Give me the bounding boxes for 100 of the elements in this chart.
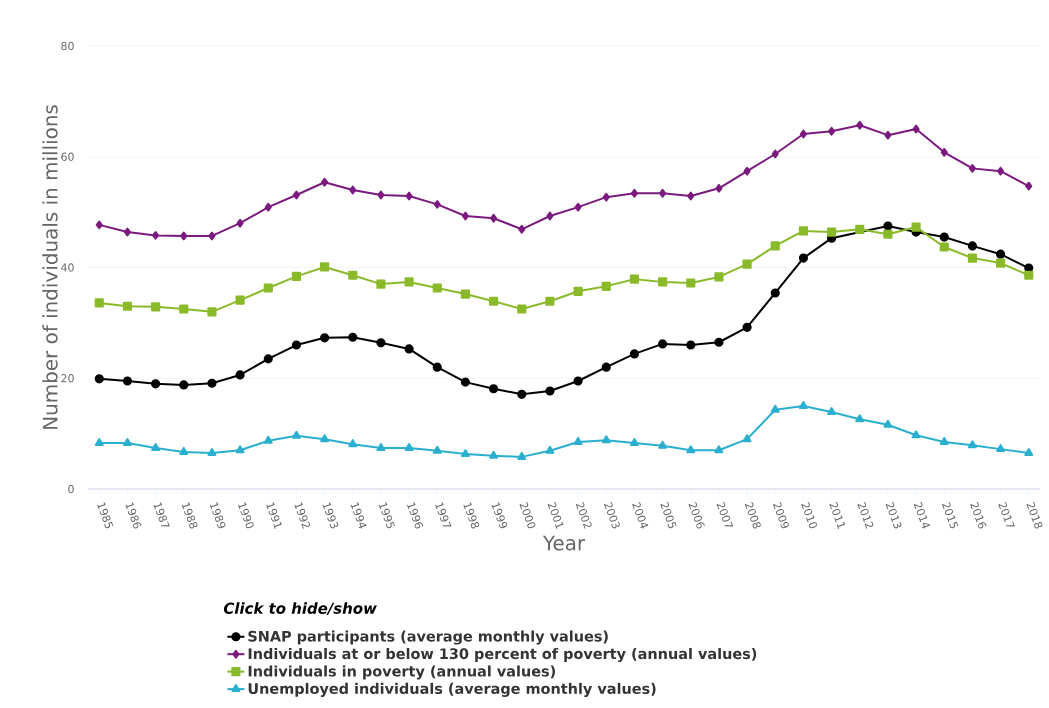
y-tick-label: 80 — [61, 41, 74, 51]
point — [94, 438, 104, 447]
point — [152, 231, 160, 240]
point — [433, 199, 441, 209]
point — [855, 224, 865, 234]
point — [348, 332, 358, 342]
x-tick-label: 1986 — [125, 502, 142, 529]
point — [404, 344, 414, 354]
point — [911, 430, 921, 439]
point — [629, 274, 640, 284]
x-tick-label: 1990 — [238, 502, 254, 529]
point — [348, 270, 358, 280]
point — [235, 445, 245, 454]
point — [291, 430, 301, 439]
point — [489, 384, 499, 394]
x-tick-label: 2009 — [772, 501, 789, 529]
point — [545, 445, 555, 454]
point — [686, 445, 696, 454]
point — [376, 279, 386, 289]
x-tick-label: 2012 — [857, 501, 874, 529]
point — [460, 377, 471, 387]
point — [377, 190, 385, 200]
point — [545, 296, 555, 306]
y-axis-title: Number of individuals in millions — [42, 105, 58, 429]
point — [827, 227, 837, 237]
point — [180, 231, 188, 241]
x-tick-label: 2018 — [1026, 501, 1043, 529]
point — [291, 271, 302, 281]
point — [545, 386, 555, 396]
point — [292, 190, 300, 200]
point — [798, 253, 808, 263]
x-tick-label: 1999 — [491, 502, 508, 529]
point — [517, 451, 527, 460]
point — [404, 277, 414, 287]
point — [95, 220, 103, 230]
point — [151, 302, 161, 312]
point — [856, 120, 864, 130]
point — [742, 322, 752, 332]
y-tick-label: 60 — [61, 152, 74, 161]
point — [827, 407, 837, 416]
point — [460, 449, 470, 458]
legend-label: SNAP participants (average monthly values) — [248, 630, 608, 645]
x-tick-label: 2000 — [519, 501, 536, 529]
point — [151, 379, 161, 389]
y-tick-label: 40 — [61, 263, 74, 272]
x-tick-label: 1991 — [266, 502, 282, 529]
x-tick-label: 1992 — [294, 502, 310, 529]
point — [236, 218, 244, 228]
legend-title: Click to hide/show — [223, 602, 377, 616]
point — [1024, 448, 1034, 456]
point — [770, 241, 780, 251]
point — [939, 232, 949, 242]
x-tick-label: 2007 — [716, 501, 734, 527]
point — [291, 340, 302, 350]
x-tick-label: 1995 — [378, 502, 395, 529]
point — [687, 191, 695, 201]
point — [883, 221, 893, 231]
point — [573, 376, 583, 386]
point — [884, 130, 892, 140]
x-tick-label: 2011 — [829, 501, 846, 529]
point — [828, 126, 836, 136]
point — [517, 389, 527, 399]
point — [432, 362, 442, 372]
y-tick-label: 20 — [61, 374, 74, 383]
point — [461, 211, 469, 221]
point — [770, 288, 780, 298]
point — [939, 436, 949, 445]
point — [207, 378, 217, 388]
x-axis-title: Year — [542, 535, 586, 551]
x-tick-label: 1993 — [322, 502, 339, 529]
point — [798, 400, 808, 409]
point — [629, 438, 639, 447]
point — [883, 229, 893, 239]
x-tick-label: 1994 — [350, 502, 367, 529]
point — [940, 147, 948, 157]
x-tick-label: 2014 — [913, 501, 930, 529]
point — [996, 258, 1006, 268]
point — [601, 435, 611, 444]
x-tick-label: 2005 — [660, 501, 677, 529]
point — [630, 188, 638, 198]
x-tick-label: 2017 — [998, 501, 1015, 527]
legend-label: Individuals at or below 130 percent of poverty (annual values) — [248, 647, 757, 663]
point — [771, 149, 779, 159]
point — [967, 253, 977, 263]
point — [742, 259, 752, 269]
point — [207, 448, 217, 456]
point — [658, 440, 668, 449]
point — [996, 249, 1006, 259]
point — [967, 241, 977, 251]
point — [490, 213, 498, 223]
point — [348, 439, 358, 448]
point — [122, 376, 133, 386]
x-tick-label: 1998 — [463, 502, 480, 529]
point — [1024, 270, 1034, 280]
x-tick-label: 2013 — [885, 501, 902, 529]
point — [349, 185, 357, 195]
x-tick-label: 2015 — [941, 501, 959, 529]
point — [770, 404, 780, 413]
point — [122, 438, 132, 447]
point — [911, 222, 921, 232]
